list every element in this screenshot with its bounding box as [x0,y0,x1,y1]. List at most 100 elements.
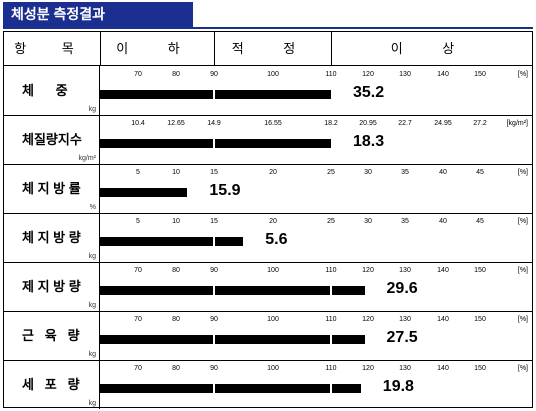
row-unit: kg [88,106,96,113]
measured-value: 19.8 [382,378,414,395]
scale-tick-label: 80 [172,365,180,372]
bar-segment-gap [213,333,215,346]
scale-unit-label: [%] [517,218,528,225]
bar-segment-gap [213,235,215,248]
header-below: 이 하 [116,41,198,56]
scale-unit-label: [%] [517,71,528,78]
measured-value: 18.3 [353,133,385,150]
scale-tick-label: 140 [437,267,449,274]
scale-tick-label: 24.95 [434,120,452,127]
scale-tick-label: 140 [437,71,449,78]
scale-tick-label: 90 [210,71,218,78]
row-separator [4,360,532,361]
result-row: 근 육 량 kg 70 80 90 100 110 120 130 140 150 [%] 27.5 [4,311,532,361]
scale-tick-label: 5 [136,218,140,225]
header-row: 항 목 이 하 적 정 이 상 [4,32,532,66]
scale-tick-label: 140 [437,316,449,323]
level-bar [100,286,365,295]
scale-tick-label: 70 [134,316,142,323]
bar-segment-gap [213,137,215,150]
scale-unit-label: [%] [517,365,528,372]
row-label-cell: 체질량지수 kg/m² [4,115,100,164]
scale-tick-label: 12.65 [167,120,185,127]
bar-segment-gap [330,382,332,395]
scale-unit-label: [%] [517,316,528,323]
scale-tick-label: 70 [134,71,142,78]
row-separator [4,164,532,165]
row-separator [4,115,532,116]
scale-tick-label: 120 [362,267,374,274]
bar-segment-gap [213,88,215,101]
row-label-cell: 체 지 방 률% [4,164,100,213]
scale-tick-label: 20 [269,169,277,176]
result-row: 체 중 kg 70 80 90 100 110 120 130 140 150 [%] 35.2 [4,66,532,116]
scale-tick-label: 40 [439,218,447,225]
row-name: 제 지 방 량 [22,279,81,294]
scale-tick-label: 90 [210,316,218,323]
scale-tick-label: 80 [172,71,180,78]
result-row: 체 지 방 량 kg 5 10 15 20 25 30 35 40 45 [%] 5.6 [4,213,532,263]
bar-segment-gap [213,382,215,395]
scale-tick-label: 90 [210,267,218,274]
scale-tick-label: 18.2 [324,120,338,127]
row-separator [4,262,532,263]
scale-tick-label: 110 [325,365,337,372]
scale-tick-label: 150 [474,71,486,78]
header-normal: 적 정 [231,41,314,56]
measured-value: 15.9 [209,182,241,199]
level-bar [100,384,361,393]
scale-tick-label: 150 [474,365,486,372]
measured-value: 5.6 [265,231,288,248]
row-label-cell: 제 지 방 량 kg [4,262,100,311]
scale-tick-label: 80 [172,316,180,323]
scale-tick-label: 30 [364,218,372,225]
scale-unit-label: [%] [517,169,528,176]
row-unit: % [89,204,96,211]
level-bar [100,237,244,246]
scale-tick-label: 45 [476,169,484,176]
scale-tick-label: 70 [134,365,142,372]
row-unit: kg/m² [78,155,97,162]
header-separator [331,32,332,65]
scale-tick-label: 10.4 [131,120,145,127]
scale-tick-label: 45 [476,218,484,225]
page-title: 체성분 측정결과 [3,2,193,27]
scale-tick-label: 20 [269,218,277,225]
scale-tick-label: 130 [399,267,411,274]
scale-tick-label: 120 [362,71,374,78]
row-unit: kg [88,400,96,407]
header-separator [100,32,101,65]
row-label-cell: 근 육 량 kg [4,311,100,360]
scale-tick-label: 35 [401,169,409,176]
row-label-cell: 체 지 방 량 kg [4,213,100,262]
measured-value: 29.6 [386,280,418,297]
measured-value: 35.2 [353,84,385,101]
header-item: 항 목 [14,41,90,56]
scale-tick-label: 40 [439,169,447,176]
row-separator [4,213,532,214]
row-unit: kg [88,351,96,358]
row-label-cell: 세 포 량 kg [4,360,100,409]
scale-tick-label: 27.2 [473,120,487,127]
scale-tick-label: 110 [325,71,337,78]
scale-tick-label: 100 [267,71,279,78]
result-row: 체 지 방 률% 5 10 15 20 25 30 35 40 45 [%] 15.9 [4,164,532,214]
result-row: 체질량지수 kg/m² 10.4 12.65 14.9 16.55 18.2 20.95 22.… [4,115,532,165]
results-table: 항 목 이 하 적 정 이 상 체 중 kg 70 80 90 100 110 120 130 1… [3,31,533,409]
level-bar [100,139,331,148]
scale-tick-label: 25 [327,169,335,176]
scale-tick-label: 15 [210,218,218,225]
row-name: 근 육 량 [22,328,80,343]
scale-tick-label: 15 [210,169,218,176]
scale-tick-label: 16.55 [264,120,282,127]
scale-tick-label: 90 [210,365,218,372]
scale-tick-label: 80 [172,267,180,274]
measured-value: 27.5 [386,329,418,346]
row-name: 체 지 방 률 [22,181,81,196]
scale-tick-label: 110 [325,267,337,274]
scale-tick-label: 5 [136,169,140,176]
row-name: 체 지 방 량 [22,230,81,245]
result-row: 세 포 량 kg 70 80 90 100 110 120 130 140 150 [%] 19.8 [4,360,532,409]
scale-tick-label: 100 [267,316,279,323]
scale-tick-label: 110 [325,316,337,323]
